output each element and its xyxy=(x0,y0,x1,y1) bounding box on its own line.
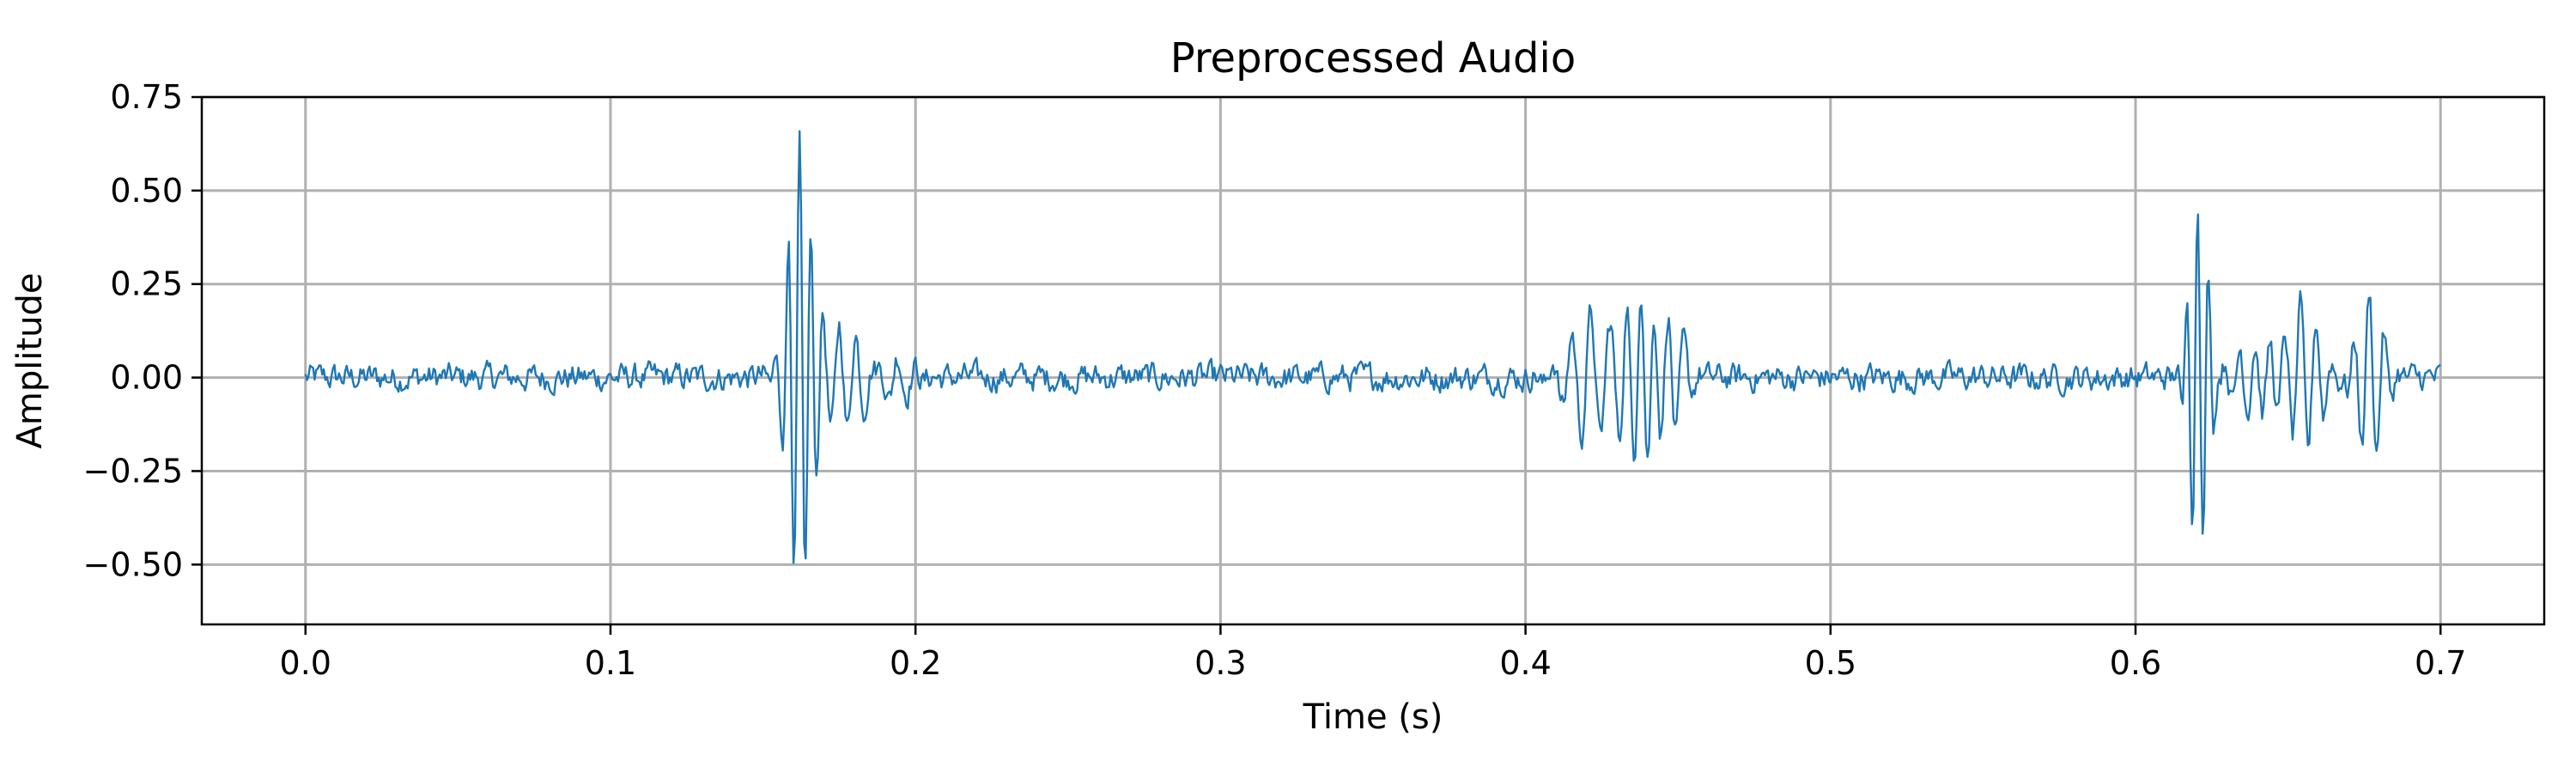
x-axis-ticks: 0.0 0.1 0.2 0.3 0.4 0.5 0.6 0.7 xyxy=(280,624,2466,682)
y-tick-label: 0.50 xyxy=(110,172,183,210)
y-tick-label: 0.75 xyxy=(110,78,183,116)
x-tick-label: 0.5 xyxy=(1805,644,1856,682)
x-tick-label: 0.0 xyxy=(280,644,331,682)
chart-title: Preprocessed Audio xyxy=(1170,34,1576,82)
y-tick-label: −0.25 xyxy=(83,452,183,490)
y-axis-label: Amplitude xyxy=(10,273,50,449)
y-tick-label: 0.25 xyxy=(110,265,183,303)
x-axis-label: Time (s) xyxy=(1303,697,1443,737)
waveform-series-line xyxy=(304,130,2441,564)
x-tick-label: 0.1 xyxy=(585,644,636,682)
x-tick-label: 0.2 xyxy=(890,644,941,682)
x-tick-label: 0.6 xyxy=(2110,644,2161,682)
y-tick-label: 0.00 xyxy=(110,359,183,397)
series-layer xyxy=(304,130,2441,564)
y-tick-label: −0.50 xyxy=(83,545,183,583)
x-tick-label: 0.7 xyxy=(2415,644,2466,682)
x-tick-label: 0.4 xyxy=(1499,644,1551,682)
x-tick-label: 0.3 xyxy=(1194,644,1246,682)
plot-area xyxy=(200,95,2546,626)
grid xyxy=(202,95,2544,624)
y-axis-ticks: −0.50 −0.25 0.00 0.25 0.50 0.75 xyxy=(83,78,202,583)
